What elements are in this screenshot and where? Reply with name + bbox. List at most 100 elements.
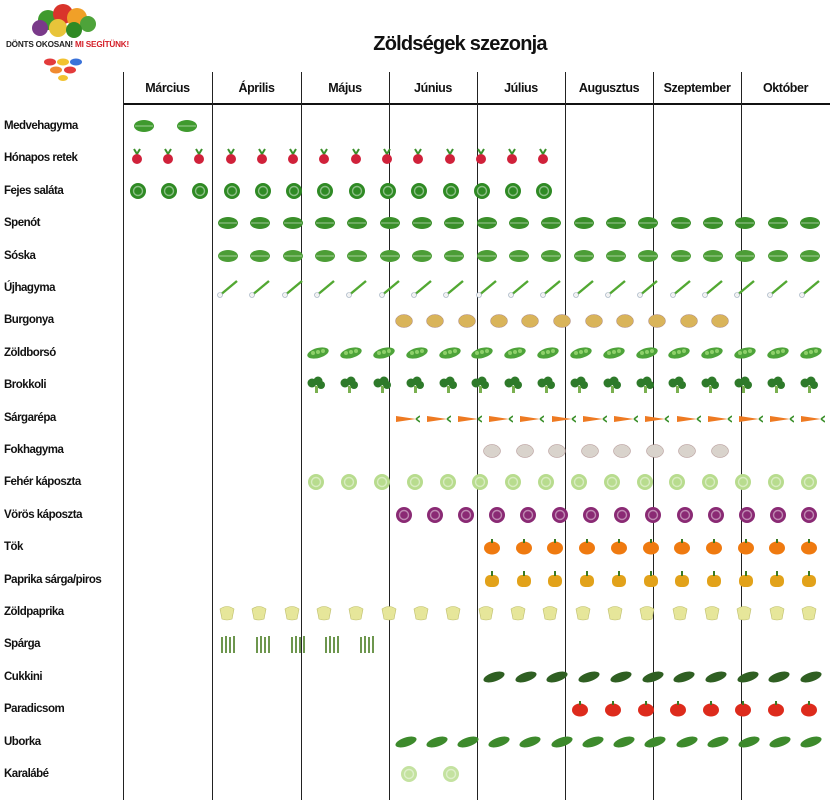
potato-icon [426, 314, 445, 329]
spring-onion-icon [508, 280, 529, 298]
cucumber-icon [551, 736, 573, 748]
sorrel-icon [444, 249, 465, 262]
broccoli-icon [570, 376, 588, 394]
vegetable-heart-icon [32, 4, 96, 81]
white-cabbage-icon [439, 474, 456, 491]
month-header: Július [504, 81, 538, 95]
garlic-icon [581, 444, 599, 458]
radish-icon [413, 148, 424, 165]
white-cabbage-icon [341, 474, 358, 491]
carrot-icon [426, 414, 451, 423]
month-header: Június [414, 81, 452, 95]
potato-icon [489, 314, 508, 329]
month-header: Október [762, 81, 809, 95]
bell-pepper-icon [611, 570, 626, 587]
cucumber-icon [457, 736, 479, 748]
pea-pod-icon [799, 347, 822, 359]
cucumber-icon [519, 736, 542, 748]
pea-pod-icon [635, 347, 658, 359]
vegetable-label: Sárgarépa [4, 411, 56, 424]
red-cabbage-icon [738, 506, 755, 523]
broccoli-icon [439, 376, 457, 394]
vegetable-label: Újhagyma [4, 282, 55, 294]
sorrel-icon [605, 249, 626, 262]
cucumber-icon [800, 736, 822, 748]
cucumber-icon [613, 736, 635, 748]
broccoli-icon [767, 376, 785, 394]
pumpkin-icon [579, 539, 596, 555]
cucumber-icon [738, 736, 760, 748]
white-cabbage-icon [800, 474, 817, 491]
vegetable-label: Zöldpaprika [4, 606, 64, 618]
carrot-icon [676, 414, 701, 423]
carrot-icon [645, 414, 670, 423]
month-header: Szeptember [663, 81, 731, 95]
spinach-icon [250, 217, 271, 230]
spinach-icon [476, 217, 497, 230]
zucchini-icon [546, 671, 568, 683]
cucumber-icon [644, 736, 666, 748]
spinach-icon [541, 217, 562, 230]
spinach-icon [379, 217, 400, 230]
veg-pile [32, 4, 96, 38]
carrot-icon [551, 414, 576, 423]
spinach-icon [444, 217, 465, 230]
pea-pod-icon [373, 347, 395, 359]
green-pepper-icon [542, 606, 558, 621]
spring-onion-icon [799, 280, 820, 298]
month-header: Március [145, 81, 190, 95]
spring-onion-icon [702, 280, 723, 298]
sorrel-icon [379, 249, 400, 262]
vegetable-label: Sóska [4, 249, 36, 262]
spinach-icon [605, 217, 626, 230]
bell-pepper-icon [643, 570, 658, 587]
spring-onion-icon [411, 280, 432, 298]
red-cabbage-icon [676, 506, 693, 523]
vegetable-label: Zöldborsó [4, 346, 56, 359]
carrot-icon [582, 414, 607, 423]
spring-onion-icon [637, 280, 659, 298]
spinach-icon [315, 217, 336, 230]
zucchini-icon [673, 671, 695, 683]
red-cabbage-icon [395, 506, 412, 523]
garlic-icon [548, 444, 566, 458]
lettuce-icon [505, 182, 522, 199]
sorrel-icon [735, 249, 756, 262]
bell-pepper-icon [706, 570, 721, 587]
logo-slogan-main: DÖNTS OKOSAN! [5, 40, 73, 49]
red-cabbage-icon [801, 506, 818, 523]
asparagus-icon [290, 636, 305, 654]
pumpkin-icon [483, 539, 500, 555]
broccoli-icon [471, 376, 490, 394]
bell-pepper-icon [484, 570, 499, 587]
lettuce-icon [160, 182, 177, 199]
green-pepper-icon [252, 606, 267, 621]
month-divider [653, 72, 654, 800]
vegetable-label: Cukkini [4, 670, 43, 683]
spinach-icon [412, 217, 433, 230]
tomato-icon [702, 701, 719, 717]
green-pepper-icon [510, 606, 526, 621]
cucumber-icon [488, 736, 510, 748]
kohlrabi-icon [443, 766, 459, 782]
potato-icon [584, 314, 603, 329]
asparagus-icon [325, 636, 339, 654]
month-divider [301, 72, 302, 800]
zucchini-icon [483, 671, 505, 683]
lettuce-icon [411, 182, 428, 199]
tomato-icon [735, 701, 752, 717]
vegetable-label: Vörös káposzta [4, 508, 83, 521]
month-divider [565, 72, 566, 800]
cucumber-icon [769, 736, 791, 748]
garlic-icon [613, 444, 631, 458]
zucchini-icon [768, 671, 790, 683]
green-pepper-icon [381, 606, 397, 621]
vegetable-label: Spárga [4, 638, 41, 651]
tomato-icon [604, 701, 621, 717]
sorrel-icon [767, 249, 788, 262]
potato-icon [679, 314, 698, 329]
vegetable-label: Paprika sárga/piros [4, 573, 102, 586]
broccoli-icon [636, 376, 654, 394]
broccoli-icon [406, 376, 424, 394]
white-cabbage-icon [702, 474, 719, 491]
